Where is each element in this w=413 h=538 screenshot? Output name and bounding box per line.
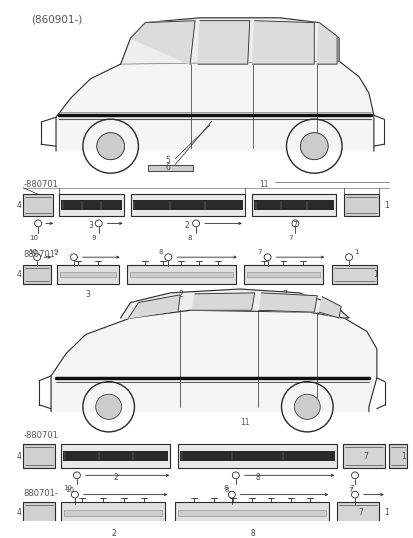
Text: 1: 1 [353,250,357,256]
Text: 6: 6 [166,162,170,172]
Bar [57,265,118,284]
Text: 4: 4 [17,270,21,279]
Bar [132,200,242,210]
Polygon shape [192,293,254,310]
Bar [61,444,170,468]
Text: 9: 9 [91,235,96,241]
Text: 8: 8 [223,485,228,491]
Text: 1: 1 [384,508,388,518]
Text: -880701: -880701 [23,431,58,440]
Bar [343,194,378,216]
Bar [126,265,235,284]
Text: 10: 10 [28,250,37,256]
Text: 1: 1 [373,270,377,279]
Text: 1: 1 [400,451,405,461]
Text: 4: 4 [17,451,21,461]
Bar [253,200,333,210]
Text: (860901-): (860901-) [31,15,82,25]
Bar [246,272,320,278]
Text: 7: 7 [257,250,261,256]
Polygon shape [318,297,340,318]
Text: 880701-: 880701- [23,489,58,498]
Bar [129,272,232,278]
Polygon shape [252,20,313,64]
Bar [61,200,121,210]
Bar [175,502,328,523]
Text: 4: 4 [17,508,21,518]
Text: 880701-: 880701- [23,250,58,259]
Text: 10: 10 [63,485,72,491]
Text: 8: 8 [224,487,229,493]
Bar [148,166,192,171]
Polygon shape [197,20,249,64]
Text: 4: 4 [17,201,21,210]
Bar [342,444,384,468]
Text: 8: 8 [188,235,192,241]
Text: 2: 2 [184,222,189,230]
Circle shape [97,133,124,160]
Text: 7: 7 [281,290,286,299]
Text: 3: 3 [88,222,93,230]
Bar [23,194,53,216]
Bar [336,502,378,523]
Circle shape [95,394,121,419]
Bar [23,502,55,523]
Text: 10: 10 [65,487,74,493]
Bar [178,444,336,468]
Polygon shape [130,20,195,64]
Bar [180,451,335,461]
Text: 10: 10 [29,235,38,241]
Text: 3: 3 [85,290,90,299]
Text: 7: 7 [358,508,363,518]
Bar [178,510,325,516]
Polygon shape [316,23,336,64]
Bar [61,502,165,523]
Polygon shape [51,310,376,412]
Bar [59,194,123,216]
Text: 7: 7 [363,451,368,461]
Bar [243,265,323,284]
Polygon shape [259,293,316,312]
Text: 2: 2 [113,473,118,483]
Text: 7: 7 [287,235,292,241]
Polygon shape [56,48,373,151]
Text: 7: 7 [347,487,352,493]
Text: 8: 8 [158,250,162,256]
Text: 5: 5 [166,156,170,165]
Bar [331,265,376,284]
Bar [388,444,406,468]
Bar [251,194,335,216]
Text: 9: 9 [54,250,58,256]
Bar [23,265,51,284]
Text: 2: 2 [111,529,116,538]
Polygon shape [120,18,338,64]
Text: 8: 8 [255,473,259,483]
Bar [63,451,168,461]
Bar [130,194,244,216]
Text: 7: 7 [291,222,296,230]
Polygon shape [128,295,180,318]
Text: 7: 7 [348,485,353,491]
Text: 11: 11 [240,419,249,427]
Polygon shape [120,289,348,318]
Circle shape [300,133,328,160]
Bar [64,510,162,516]
Bar [60,272,115,278]
Text: 8: 8 [250,529,254,538]
Circle shape [294,394,320,419]
Text: -880701: -880701 [23,180,58,189]
Text: 1: 1 [384,201,388,210]
Text: 2: 2 [178,290,183,299]
Text: 11: 11 [259,180,268,189]
Bar [23,444,55,468]
